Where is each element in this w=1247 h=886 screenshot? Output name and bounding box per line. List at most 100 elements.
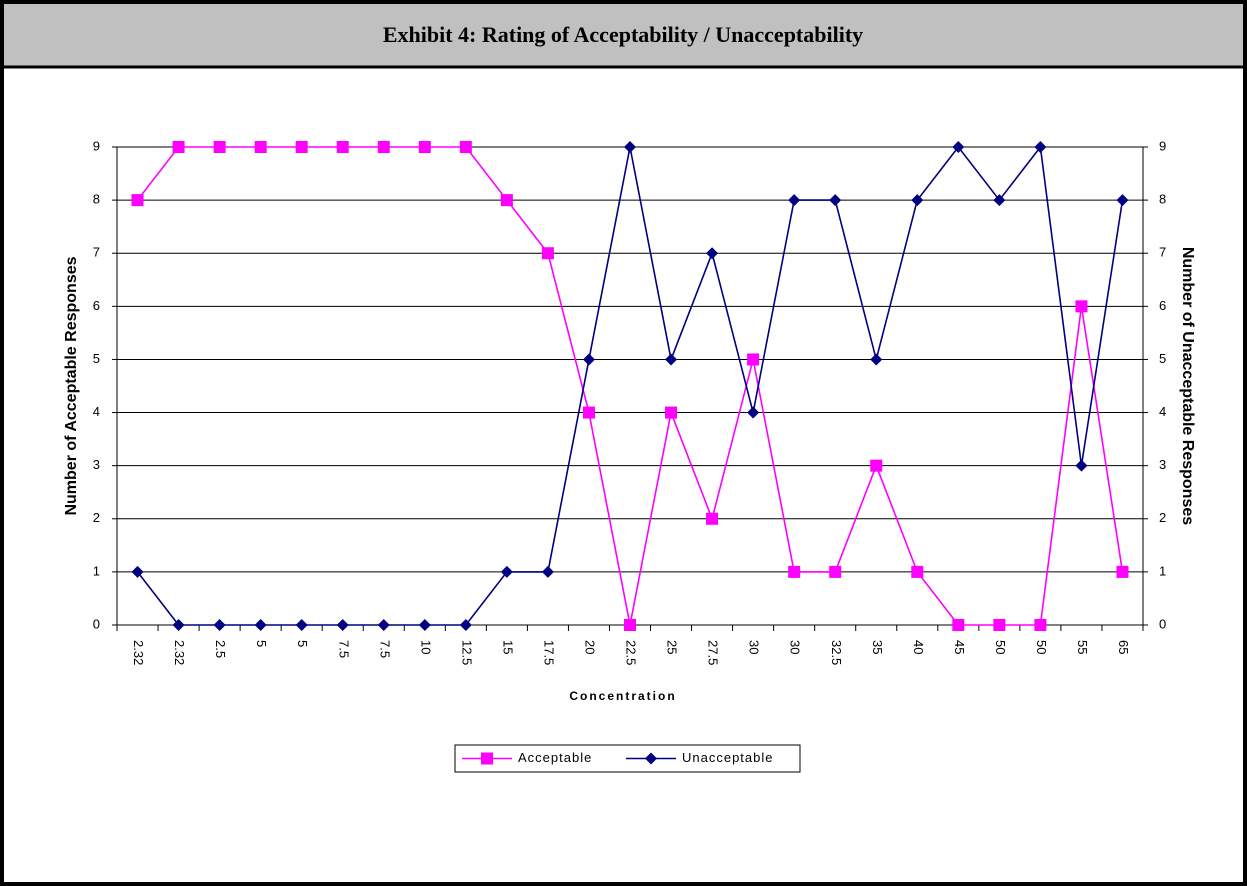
x-tick-label: 55 — [1075, 640, 1090, 654]
marker — [131, 565, 144, 578]
x-tick-label: 2.32 — [131, 640, 146, 665]
x-tick-label: 10 — [418, 640, 433, 654]
marker — [911, 194, 924, 207]
marker — [459, 141, 472, 153]
y2-tick-label: 9 — [1159, 138, 1166, 153]
marker — [582, 353, 595, 366]
marker — [645, 752, 657, 765]
marker — [172, 619, 185, 631]
marker — [829, 194, 842, 207]
marker — [747, 353, 760, 366]
y-tick-label: 5 — [93, 351, 100, 366]
y-tick-label: 7 — [93, 245, 100, 260]
y-tick-label: 9 — [93, 138, 100, 153]
x-tick-label: 30 — [747, 640, 762, 654]
marker — [582, 406, 595, 419]
marker — [706, 512, 719, 525]
y2-tick-label: 4 — [1159, 404, 1166, 419]
x-tick-label: 17.5 — [541, 640, 556, 665]
x-tick-label: 22.5 — [624, 640, 639, 665]
x-tick-label: 27.5 — [706, 640, 721, 665]
marker — [336, 141, 349, 153]
marker — [131, 194, 144, 207]
y2-axis-title: Number of Unacceptable Responses — [1179, 247, 1196, 525]
y-tick-label: 1 — [93, 563, 100, 578]
marker — [418, 141, 431, 153]
x-tick-label: 30 — [788, 640, 803, 654]
marker — [624, 619, 636, 631]
marker — [254, 141, 267, 153]
x-axis-title: Concentration — [569, 689, 676, 703]
y-tick-label: 2 — [93, 510, 100, 525]
x-tick-label: 7.5 — [377, 640, 392, 658]
marker — [993, 619, 1006, 631]
marker — [459, 619, 472, 631]
x-tick-label: 2.32 — [172, 640, 187, 665]
y2-tick-label: 1 — [1159, 563, 1166, 578]
marker — [911, 565, 924, 578]
marker — [295, 619, 308, 631]
marker — [541, 247, 554, 260]
marker — [788, 194, 801, 207]
marker — [1116, 565, 1129, 578]
y-tick-label: 8 — [93, 192, 100, 207]
marker — [870, 459, 883, 472]
marker — [295, 141, 308, 153]
marker — [213, 141, 226, 153]
marker — [1034, 619, 1047, 631]
x-tick-label: 45 — [952, 640, 967, 654]
legend-label: Acceptable — [518, 750, 592, 765]
y-tick-label: 0 — [93, 616, 100, 631]
marker — [665, 353, 678, 366]
title-bar — [4, 4, 1243, 66]
marker — [1116, 194, 1129, 207]
y2-tick-label: 6 — [1159, 298, 1166, 313]
x-tick-label: 40 — [911, 640, 926, 654]
marker — [993, 194, 1006, 207]
x-tick-label: 50 — [1034, 640, 1049, 654]
x-tick-label: 50 — [993, 640, 1008, 654]
y2-tick-label: 2 — [1159, 510, 1166, 525]
x-tick-label: 2.5 — [213, 640, 228, 658]
marker — [829, 565, 842, 578]
marker — [706, 247, 719, 260]
marker — [541, 565, 554, 578]
y-tick-label: 3 — [93, 457, 100, 472]
y2-tick-label: 5 — [1159, 351, 1166, 366]
marker — [1034, 141, 1047, 153]
marker — [500, 565, 513, 578]
x-tick-label: 25 — [665, 640, 680, 654]
y-tick-label: 4 — [93, 404, 100, 419]
x-tick-label: 35 — [870, 640, 885, 654]
y-axis-title: Number of Acceptable Responses — [63, 256, 80, 515]
marker — [747, 406, 760, 419]
marker — [213, 619, 226, 631]
marker — [1075, 300, 1088, 313]
x-tick-label: 65 — [1116, 640, 1131, 654]
x-tick-label: 12.5 — [459, 640, 474, 665]
marker — [254, 619, 267, 631]
marker — [481, 752, 493, 765]
marker — [665, 406, 678, 419]
y2-tick-label: 3 — [1159, 457, 1166, 472]
marker — [870, 353, 883, 366]
x-tick-label: 32.5 — [829, 640, 844, 665]
x-tick-label: 7.5 — [336, 640, 351, 658]
x-tick-label: 5 — [295, 640, 310, 647]
marker — [377, 141, 390, 153]
x-tick-label: 5 — [254, 640, 269, 647]
y-tick-label: 6 — [93, 298, 100, 313]
marker — [500, 194, 513, 207]
marker — [952, 141, 965, 153]
x-tick-label: 20 — [583, 640, 598, 654]
marker — [788, 565, 801, 578]
marker — [172, 141, 185, 153]
y2-tick-label: 8 — [1159, 192, 1166, 207]
marker — [1075, 459, 1088, 472]
marker — [336, 619, 349, 631]
legend-label: Unacceptable — [682, 750, 774, 765]
y2-tick-label: 7 — [1159, 245, 1166, 260]
marker — [418, 619, 431, 631]
